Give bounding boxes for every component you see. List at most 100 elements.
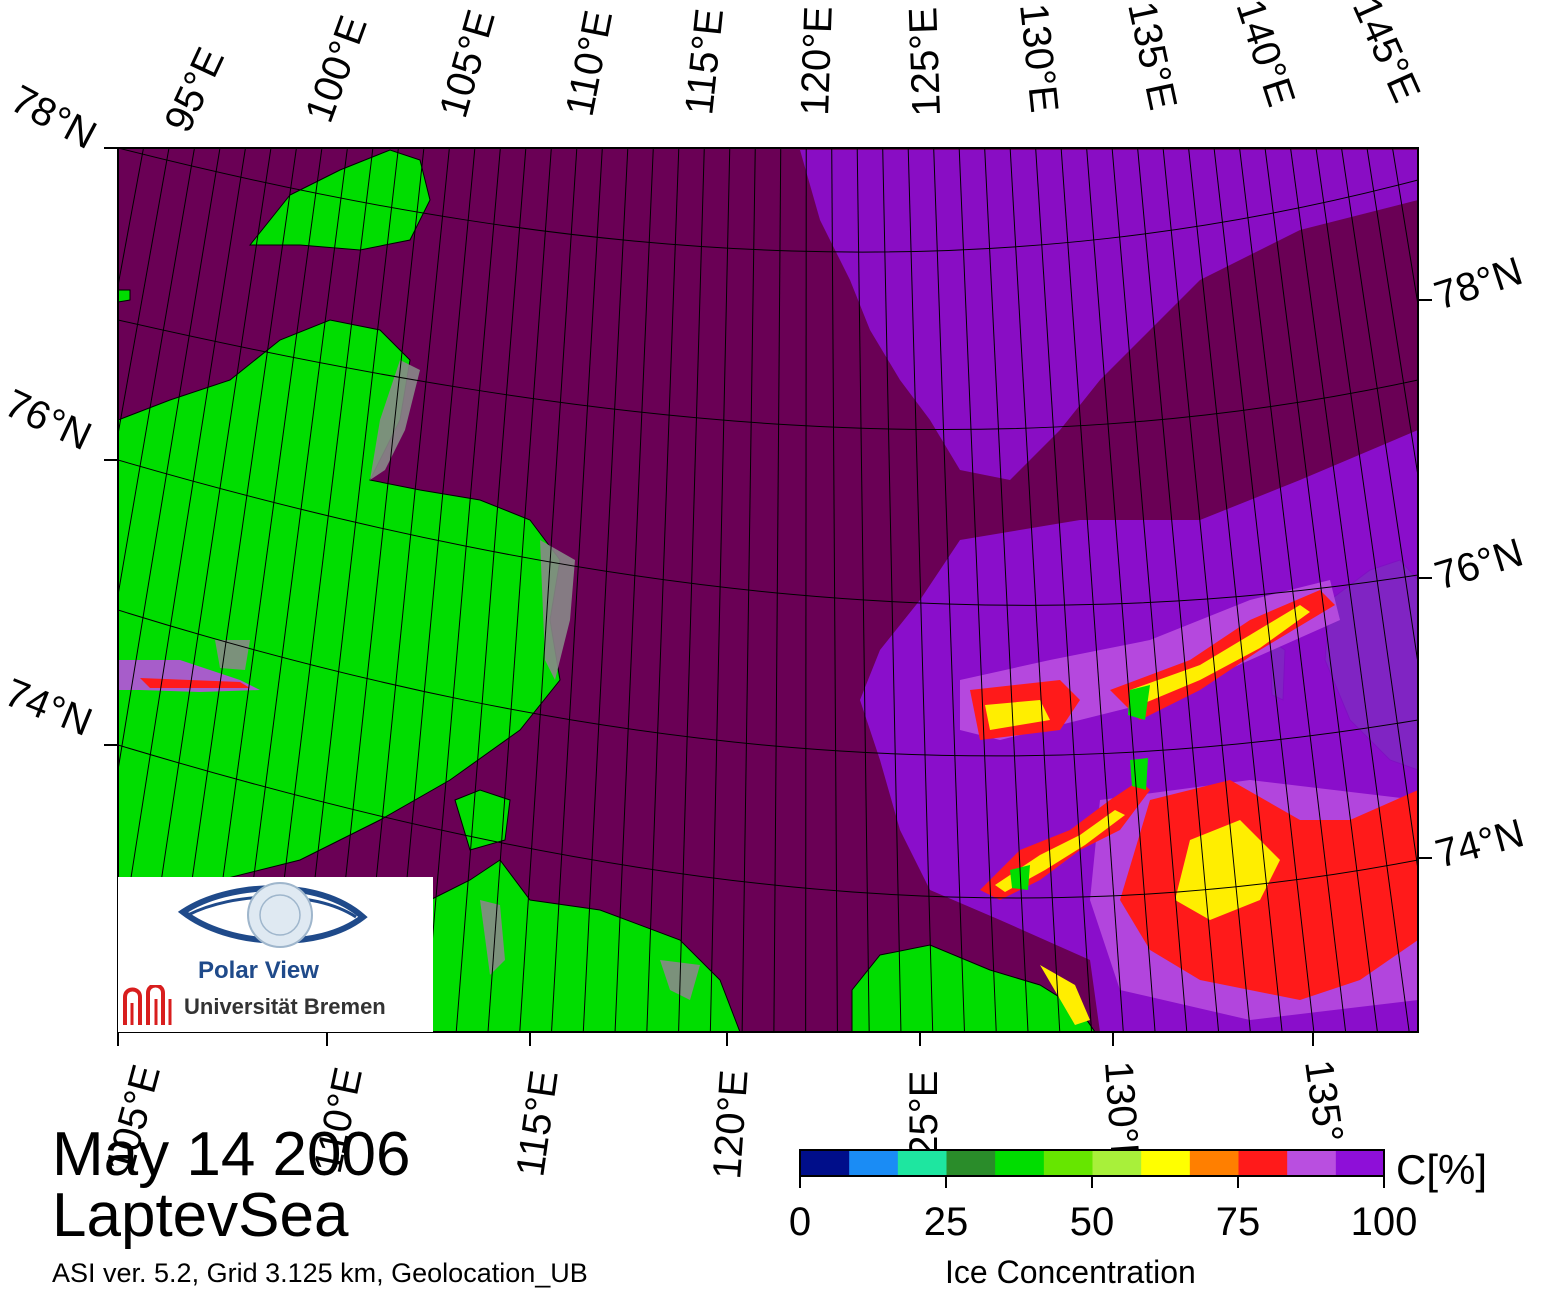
colorbar <box>799 1149 1385 1188</box>
parallel-77n <box>118 319 1418 431</box>
top-longitude-labels: 95°E 100°E 105°E 110°E 115°E 120°E 125°E… <box>156 0 1428 139</box>
graticule <box>118 148 1418 1032</box>
university-logo-icon <box>123 985 172 1025</box>
parallel-74n <box>118 744 1418 899</box>
colorbar-cell <box>1238 1150 1288 1176</box>
ice-yellow-lena <box>1040 965 1090 1025</box>
lon-label-top: 100°E <box>297 10 376 128</box>
meridian-line <box>709 148 731 1032</box>
land-masses <box>118 149 1418 1032</box>
colorbar-cell <box>1286 1150 1336 1176</box>
meridian-line <box>1162 148 1251 1032</box>
meridian-line <box>741 148 756 1032</box>
land-lena-delta <box>851 944 1096 1032</box>
meridian-line <box>582 148 629 1032</box>
colorbar-tick-label: 0 <box>788 1200 812 1244</box>
land-lower-left-coast <box>429 859 741 1032</box>
meridian-line <box>1111 148 1188 1032</box>
colorbar-cell <box>946 1150 996 1176</box>
ice-yellow-band <box>1130 605 1310 705</box>
land-bolshevik-island <box>248 149 431 251</box>
meridian-line <box>1086 148 1156 1032</box>
footer-info: ASI ver. 5.2, Grid 3.125 km, Geolocation… <box>52 1258 588 1288</box>
logo-title: Polar View <box>198 957 319 984</box>
meridian-line <box>882 148 902 1032</box>
ice-green-spot-1 <box>1128 685 1150 720</box>
tick-marks <box>104 147 1432 1046</box>
meridian-line <box>1264 148 1378 1032</box>
colorbar-cell <box>994 1150 1044 1176</box>
colorbar-cell <box>1189 1150 1239 1176</box>
meridian-line <box>423 148 501 1032</box>
map-region: LaptevSea <box>52 1181 349 1250</box>
parallel-78n <box>118 148 1418 253</box>
lon-label-top: 135°E <box>1119 0 1185 114</box>
ice-yellow-north <box>985 700 1050 730</box>
land-taymyr-peninsula <box>118 319 561 901</box>
lat-label-right: 78°N <box>1429 249 1528 318</box>
lon-label-top: 105°E <box>431 5 503 122</box>
map-frame <box>117 147 1419 1033</box>
meridian-line <box>907 148 934 1032</box>
colorbar-cell <box>897 1150 947 1176</box>
meridian-line <box>984 148 1029 1032</box>
lon-label-top: 130°E <box>1011 1 1066 114</box>
colorbar-unit: C[%] <box>1396 1146 1488 1193</box>
ice-region-north-central <box>800 150 1418 480</box>
lat-label-right: 74°N <box>1431 811 1529 877</box>
meridian-line <box>1137 148 1220 1032</box>
lon-label-top: 115°E <box>677 6 732 116</box>
meridian-line <box>1290 148 1410 1032</box>
lat-label-right: 76°N <box>1430 530 1528 598</box>
meridian-line <box>805 148 807 1032</box>
meridian-line <box>773 148 782 1032</box>
left-latitude-labels: 78°N 76°N 74°N <box>0 77 103 745</box>
meridian-line <box>118 148 170 438</box>
colorbar-tick-label: 100 <box>1350 1200 1418 1244</box>
lon-label-bottom: 120°E <box>705 1068 757 1180</box>
colorbar-title: Ice Concentration <box>945 1254 1196 1290</box>
ice-red-southeast <box>1120 780 1418 1000</box>
meridian-line <box>614 148 654 1032</box>
meridian-line <box>118 148 119 151</box>
lon-label-top: 120°E <box>793 5 841 116</box>
lat-label-left: 78°N <box>4 77 104 158</box>
lon-label-top: 145°E <box>1344 0 1429 109</box>
meridian-line <box>678 148 705 1032</box>
meridian-line <box>519 148 578 1032</box>
polar-view-logo: Polar View Universität Bremen <box>118 877 433 1032</box>
colorbar-ticks <box>799 1176 1385 1188</box>
map-date: May 14 2006 <box>52 1120 411 1189</box>
lat-label-left: 74°N <box>0 671 98 745</box>
colorbar-tick-label: 75 <box>1215 1200 1261 1244</box>
meridian-line <box>831 148 838 1032</box>
colorbar-cell <box>1335 1150 1385 1176</box>
meridian-line <box>1060 148 1124 1032</box>
meridian-line <box>1366 148 1418 480</box>
lon-label-bottom: 115°E <box>508 1068 566 1180</box>
right-latitude-labels: 78°N 76°N 74°N <box>1429 249 1528 877</box>
lon-label-top: 95°E <box>156 41 233 139</box>
colorbar-cell <box>800 1150 850 1176</box>
meridian-line <box>551 148 603 1032</box>
meridian-line <box>118 148 221 774</box>
meridian-line <box>1035 148 1093 1032</box>
land-bolshoy-begichev <box>454 789 511 851</box>
meridian-lines <box>118 148 1418 1032</box>
colorbar-tick-label: 50 <box>1069 1200 1115 1244</box>
meridian-line <box>1009 148 1061 1032</box>
colorbar-cell <box>1140 1150 1190 1176</box>
meridian-line <box>856 148 870 1032</box>
colorbar-cell <box>848 1150 898 1176</box>
meridian-line <box>1315 148 1418 874</box>
ice-taymyr-red <box>140 678 250 688</box>
lon-label-top: 110°E <box>558 7 622 120</box>
meridian-line <box>1239 148 1347 1032</box>
meridian-line <box>958 148 997 1032</box>
meridian-line <box>487 148 552 1032</box>
lon-label-top: 125°E <box>901 6 949 117</box>
meridian-line <box>646 148 680 1032</box>
lon-label-bottom: 135° <box>1296 1057 1351 1145</box>
meridian-line <box>1341 148 1418 667</box>
